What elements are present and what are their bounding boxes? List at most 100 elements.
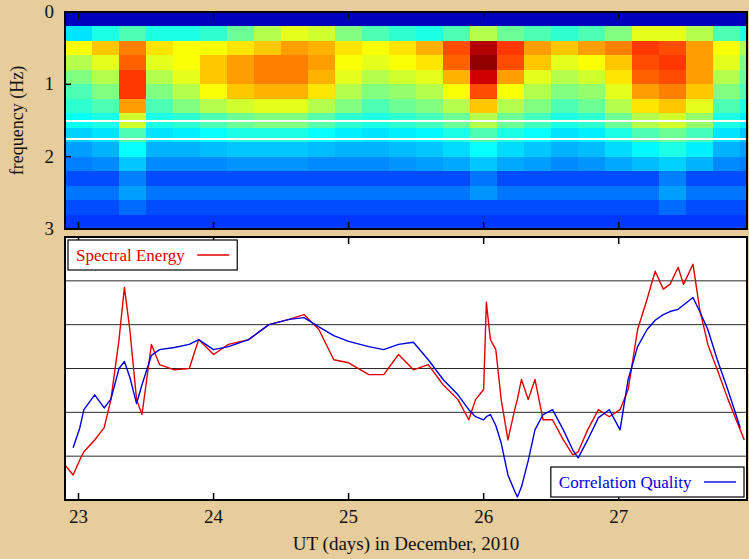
heatmap-cell (443, 142, 471, 157)
heatmap-cell (92, 171, 120, 186)
heatmap-cell (119, 26, 147, 41)
heatmap-cell (119, 186, 147, 201)
heatmap-cell (65, 186, 93, 201)
y-tick (65, 84, 71, 86)
heatmap-cell (740, 26, 747, 41)
heatmap-cell (497, 12, 525, 27)
heatmap-cell (578, 157, 606, 172)
grid-line (65, 280, 747, 281)
heatmap-cell (686, 142, 714, 157)
heatmap-cell (92, 186, 120, 201)
reference-line (65, 120, 747, 122)
heatmap-cell (497, 84, 525, 99)
heatmap-cell (497, 171, 525, 186)
heatmap-cell (227, 157, 255, 172)
heatmap-cell (281, 26, 309, 41)
heatmap-cell (281, 128, 309, 143)
heatmap-cell (254, 41, 282, 56)
heatmap-cell (173, 55, 201, 70)
heatmap-cell (335, 41, 363, 56)
heatmap-cell (92, 55, 120, 70)
heatmap-cell (281, 12, 309, 27)
legend-label: Correlation Quality (559, 473, 692, 492)
heatmap-cell (200, 70, 228, 85)
heatmap-cell (686, 200, 714, 215)
heatmap-cell (65, 99, 93, 114)
heatmap-cell (713, 200, 741, 215)
heatmap-cell (443, 200, 471, 215)
x-tick (483, 222, 485, 229)
heatmap-cell (632, 55, 660, 70)
heatmap-cell (443, 84, 471, 99)
heatmap-cell (173, 99, 201, 114)
heatmap-cell (497, 186, 525, 201)
figure: 0123frequency (Hz)2324252627UT (days) in… (0, 0, 749, 559)
heatmap-cell (470, 41, 498, 56)
heatmap-cell (713, 186, 741, 201)
heatmap-cell (146, 142, 174, 157)
heatmap-cell (497, 157, 525, 172)
heatmap-cell (92, 128, 120, 143)
heatmap-cell (227, 171, 255, 186)
heatmap-cell (713, 26, 741, 41)
heatmap-cell (416, 55, 444, 70)
heatmap-cell (497, 128, 525, 143)
heatmap-cell (362, 99, 390, 114)
x-tick-label: 26 (474, 506, 493, 527)
heatmap-cell (308, 99, 336, 114)
heatmap-cell (227, 200, 255, 215)
heatmap-cell (605, 215, 633, 229)
heatmap-cell (659, 12, 687, 27)
heatmap-cell (416, 12, 444, 27)
heatmap-cell (92, 70, 120, 85)
heatmap-cell (524, 12, 552, 27)
heatmap-cell (470, 84, 498, 99)
heatmap-cell (470, 171, 498, 186)
heatmap-cell (254, 84, 282, 99)
heatmap-cell (443, 171, 471, 186)
heatmap-cell (740, 99, 747, 114)
heatmap-cell (632, 186, 660, 201)
heatmap-cell (470, 186, 498, 201)
heatmap-cell (713, 99, 741, 114)
heatmap-cell (740, 128, 747, 143)
heatmap-cell (713, 128, 741, 143)
x-tick-label: 27 (609, 506, 628, 527)
heatmap-cell (308, 200, 336, 215)
heatmap-cell (443, 99, 471, 114)
heatmap-cell (578, 128, 606, 143)
heatmap-cell (119, 142, 147, 157)
x-tick (213, 493, 215, 500)
heatmap-cell (470, 142, 498, 157)
heatmap-cell (524, 128, 552, 143)
heatmap-cell (119, 55, 147, 70)
heatmap-cell (173, 41, 201, 56)
heatmap-cell (632, 200, 660, 215)
heatmap-cell (227, 84, 255, 99)
heatmap-cell (227, 142, 255, 157)
heatmap-cell (578, 215, 606, 229)
heatmap-cell (551, 186, 579, 201)
heatmap-cell (524, 26, 552, 41)
heatmap-cell (92, 84, 120, 99)
heatmap-cell (254, 215, 282, 229)
heatmap-cell (686, 171, 714, 186)
heatmap-cell (335, 128, 363, 143)
heatmap-cell (578, 142, 606, 157)
heatmap-cell (551, 41, 579, 56)
legend: Spectral Energy (68, 240, 237, 270)
heatmap-cell (632, 142, 660, 157)
heatmap-cell (578, 55, 606, 70)
heatmap-cell (173, 200, 201, 215)
heatmap-cell (551, 171, 579, 186)
heatmap-cell (227, 70, 255, 85)
heatmap-cell (416, 99, 444, 114)
heatmap-cell (65, 157, 93, 172)
heatmap-cell (416, 186, 444, 201)
grid-line (65, 456, 747, 457)
heatmap-cell (632, 70, 660, 85)
x-tick (213, 222, 215, 229)
heatmap-cell (443, 26, 471, 41)
heatmap-cell (362, 186, 390, 201)
heatmap-cell (416, 41, 444, 56)
